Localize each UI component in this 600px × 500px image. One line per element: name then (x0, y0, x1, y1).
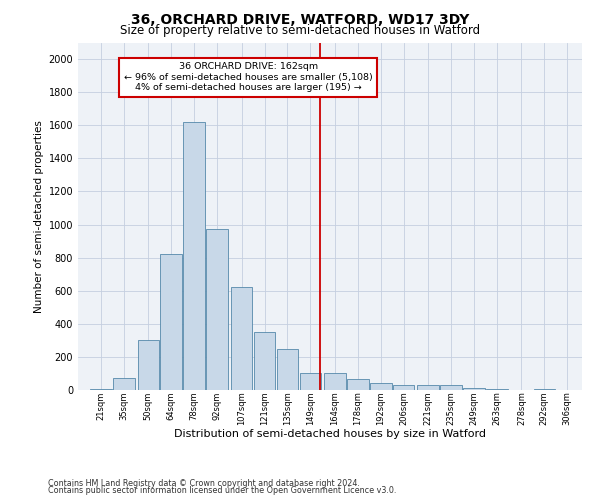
Y-axis label: Number of semi-detached properties: Number of semi-detached properties (34, 120, 44, 312)
Bar (137, 340, 159, 390)
Bar (486, 389, 508, 390)
Bar (231, 288, 253, 390)
Bar (299, 374, 321, 390)
Text: Size of property relative to semi-detached houses in Watford: Size of property relative to semi-detach… (120, 24, 480, 37)
Bar (440, 385, 462, 390)
Text: 36, ORCHARD DRIVE, WATFORD, WD17 3DY: 36, ORCHARD DRIVE, WATFORD, WD17 3DY (131, 12, 469, 26)
Bar (347, 379, 368, 390)
Bar (533, 389, 555, 390)
Bar (184, 122, 205, 390)
Bar (324, 374, 346, 390)
Bar (463, 388, 485, 390)
Text: 36 ORCHARD DRIVE: 162sqm
← 96% of semi-detached houses are smaller (5,108)
4% of: 36 ORCHARD DRIVE: 162sqm ← 96% of semi-d… (124, 62, 373, 92)
Bar (206, 228, 228, 390)
Bar (418, 385, 439, 390)
X-axis label: Distribution of semi-detached houses by size in Watford: Distribution of semi-detached houses by … (174, 430, 486, 440)
Text: Contains HM Land Registry data © Crown copyright and database right 2024.: Contains HM Land Registry data © Crown c… (48, 478, 360, 488)
Bar (277, 350, 298, 390)
Bar (393, 385, 415, 390)
Bar (254, 332, 275, 390)
Bar (370, 384, 392, 390)
Text: Contains public sector information licensed under the Open Government Licence v3: Contains public sector information licen… (48, 486, 397, 495)
Bar (160, 254, 182, 390)
Bar (90, 389, 112, 390)
Bar (113, 378, 134, 390)
